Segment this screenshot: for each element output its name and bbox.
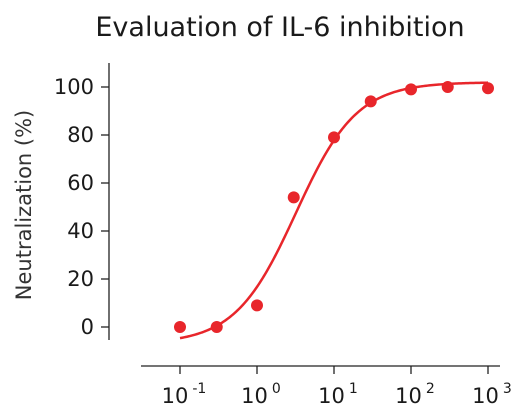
x-tick-label: 10 2 (395, 381, 435, 408)
data-points (174, 81, 494, 333)
data-point (405, 83, 417, 96)
chart-title: Evaluation of IL-6 inhibition (95, 12, 464, 43)
data-point (482, 82, 494, 95)
data-point (287, 191, 300, 204)
fit-curve (179, 81, 489, 340)
y-tick-label: 100 (54, 75, 94, 99)
x-ticks: 10 -1 10 0 10 1 10 2 10 3 (162, 366, 512, 408)
y-ticks: 0 20 40 60 80 100 (54, 75, 109, 339)
y-tick-label: 40 (67, 219, 94, 243)
x-tick-label: 10 3 (472, 381, 512, 408)
data-point (174, 321, 186, 333)
y-tick-label: 20 (67, 267, 94, 291)
data-point (328, 131, 340, 144)
y-axis-label: Neutralization (%) (12, 110, 36, 300)
y-tick-label: 80 (67, 123, 94, 147)
y-tick-label: 0 (81, 315, 94, 339)
data-point (441, 81, 454, 93)
data-point (210, 321, 223, 333)
x-tick-label: 10 0 (241, 381, 281, 408)
y-tick-label: 60 (67, 171, 94, 195)
data-point (364, 95, 377, 108)
x-tick-label: 10 1 (318, 381, 358, 408)
x-tick-label: 10 -1 (162, 381, 207, 408)
data-point (251, 299, 263, 312)
